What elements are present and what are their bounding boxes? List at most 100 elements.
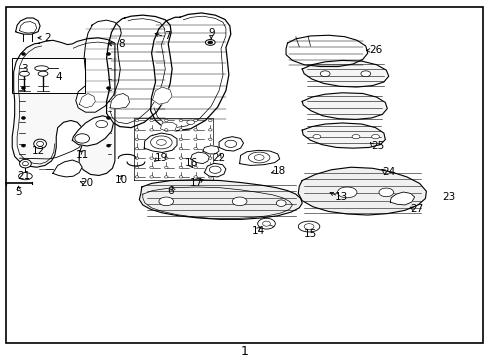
Text: 6: 6	[166, 186, 173, 196]
Polygon shape	[203, 146, 219, 154]
Ellipse shape	[209, 166, 221, 173]
Ellipse shape	[21, 87, 25, 90]
Ellipse shape	[135, 129, 139, 131]
Text: 19: 19	[154, 153, 168, 163]
Ellipse shape	[135, 157, 139, 159]
Ellipse shape	[208, 138, 212, 140]
Ellipse shape	[337, 187, 356, 198]
Text: 21: 21	[17, 171, 30, 181]
Text: 12: 12	[31, 146, 45, 156]
Text: 14: 14	[251, 226, 264, 236]
Text: 8: 8	[118, 39, 124, 49]
Polygon shape	[139, 180, 302, 219]
Ellipse shape	[20, 71, 29, 76]
Ellipse shape	[135, 166, 139, 169]
Polygon shape	[219, 137, 243, 151]
Ellipse shape	[193, 138, 197, 140]
Ellipse shape	[232, 197, 246, 206]
Text: 16: 16	[184, 158, 198, 167]
Ellipse shape	[179, 129, 183, 131]
Text: 5: 5	[15, 188, 22, 197]
Ellipse shape	[193, 157, 197, 159]
Ellipse shape	[21, 144, 25, 147]
Polygon shape	[160, 122, 177, 131]
Ellipse shape	[248, 152, 269, 163]
Ellipse shape	[179, 148, 183, 150]
Ellipse shape	[351, 135, 359, 139]
Ellipse shape	[320, 71, 329, 77]
Ellipse shape	[135, 119, 139, 122]
Ellipse shape	[164, 129, 168, 131]
Ellipse shape	[276, 200, 285, 206]
Ellipse shape	[193, 129, 197, 131]
Ellipse shape	[135, 148, 139, 150]
Polygon shape	[204, 163, 225, 177]
Polygon shape	[144, 133, 177, 153]
Ellipse shape	[164, 176, 168, 178]
Text: 22: 22	[212, 153, 225, 162]
Polygon shape	[285, 35, 367, 67]
Ellipse shape	[205, 40, 215, 45]
Text: 7: 7	[163, 31, 170, 41]
Ellipse shape	[106, 87, 110, 90]
Polygon shape	[152, 87, 172, 104]
Polygon shape	[302, 123, 385, 148]
Ellipse shape	[34, 139, 46, 149]
Ellipse shape	[193, 176, 197, 178]
Ellipse shape	[149, 119, 153, 122]
Ellipse shape	[149, 166, 153, 169]
Ellipse shape	[257, 218, 275, 229]
Polygon shape	[12, 38, 115, 175]
Ellipse shape	[96, 121, 107, 128]
Ellipse shape	[150, 136, 172, 149]
Ellipse shape	[179, 166, 183, 169]
Polygon shape	[302, 60, 388, 87]
Ellipse shape	[156, 140, 166, 145]
Ellipse shape	[186, 120, 194, 125]
Ellipse shape	[262, 221, 270, 226]
Ellipse shape	[21, 53, 25, 55]
Ellipse shape	[149, 157, 153, 159]
Polygon shape	[106, 15, 172, 128]
Polygon shape	[53, 160, 82, 177]
Ellipse shape	[193, 119, 197, 122]
Ellipse shape	[135, 138, 139, 140]
Text: 23: 23	[441, 192, 455, 202]
Ellipse shape	[75, 134, 89, 143]
Ellipse shape	[106, 117, 110, 120]
Ellipse shape	[208, 129, 212, 131]
Ellipse shape	[149, 129, 153, 131]
Ellipse shape	[164, 119, 168, 122]
Ellipse shape	[207, 41, 212, 44]
Ellipse shape	[208, 176, 212, 178]
Bar	[12, 58, 84, 94]
Ellipse shape	[149, 138, 153, 140]
Polygon shape	[389, 192, 414, 205]
Text: 24: 24	[381, 167, 395, 177]
Ellipse shape	[164, 166, 168, 169]
Ellipse shape	[179, 138, 183, 140]
Ellipse shape	[208, 157, 212, 159]
Polygon shape	[110, 94, 129, 109]
Ellipse shape	[179, 157, 183, 159]
Ellipse shape	[208, 148, 212, 150]
Ellipse shape	[360, 71, 370, 77]
Ellipse shape	[149, 176, 153, 178]
Polygon shape	[298, 167, 426, 215]
Ellipse shape	[378, 188, 393, 197]
Ellipse shape	[135, 176, 139, 178]
Ellipse shape	[19, 172, 32, 180]
Text: 10: 10	[115, 175, 127, 185]
Polygon shape	[16, 18, 40, 34]
Text: 11: 11	[75, 150, 89, 159]
Polygon shape	[72, 116, 113, 146]
Ellipse shape	[38, 71, 48, 76]
Ellipse shape	[193, 148, 197, 150]
Ellipse shape	[304, 224, 313, 229]
Ellipse shape	[179, 176, 183, 178]
Ellipse shape	[106, 144, 110, 147]
Text: 2: 2	[44, 33, 51, 43]
Ellipse shape	[164, 138, 168, 140]
Text: 25: 25	[370, 141, 384, 150]
Text: 4: 4	[55, 72, 62, 82]
